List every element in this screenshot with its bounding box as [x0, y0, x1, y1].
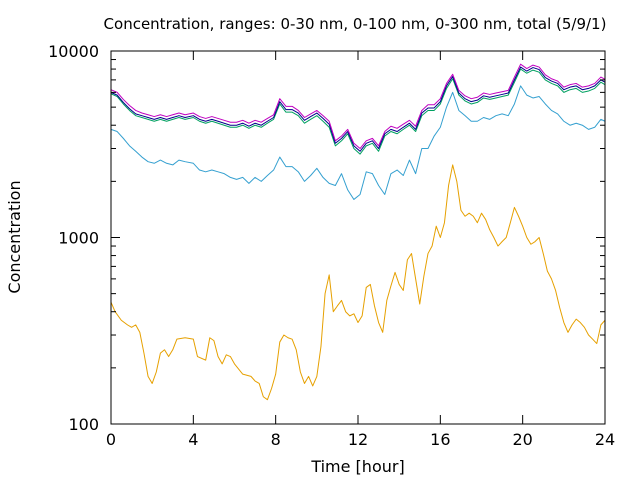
x-tick-label: 12: [348, 430, 368, 449]
x-tick-label: 20: [512, 430, 532, 449]
chart-title: Concentration, ranges: 0-30 nm, 0-100 nm…: [104, 15, 607, 33]
x-tick-label: 4: [188, 430, 198, 449]
series-line-1: [110, 164, 606, 401]
series-line-4: [110, 66, 606, 152]
axis-ticks: [110, 50, 606, 425]
y-tick-label: 100: [68, 415, 99, 434]
plot-frame: [110, 50, 606, 425]
plot-lines: [110, 63, 606, 401]
series-line-5: [110, 63, 606, 150]
y-tick-label: 1000: [58, 229, 99, 248]
series-line-2: [110, 85, 606, 200]
y-axis-label: Concentration: [5, 180, 24, 293]
x-tick-label: 24: [595, 430, 615, 449]
axis-tick-labels: 0 4 8 12 16 20 24 100 1000 10000: [48, 42, 615, 449]
x-tick-label: 8: [271, 430, 281, 449]
series-line-3: [110, 68, 606, 155]
x-tick-label: 0: [106, 430, 116, 449]
x-axis-label: Time [hour]: [310, 457, 404, 476]
y-tick-label: 10000: [48, 42, 99, 61]
x-tick-label: 16: [430, 430, 450, 449]
